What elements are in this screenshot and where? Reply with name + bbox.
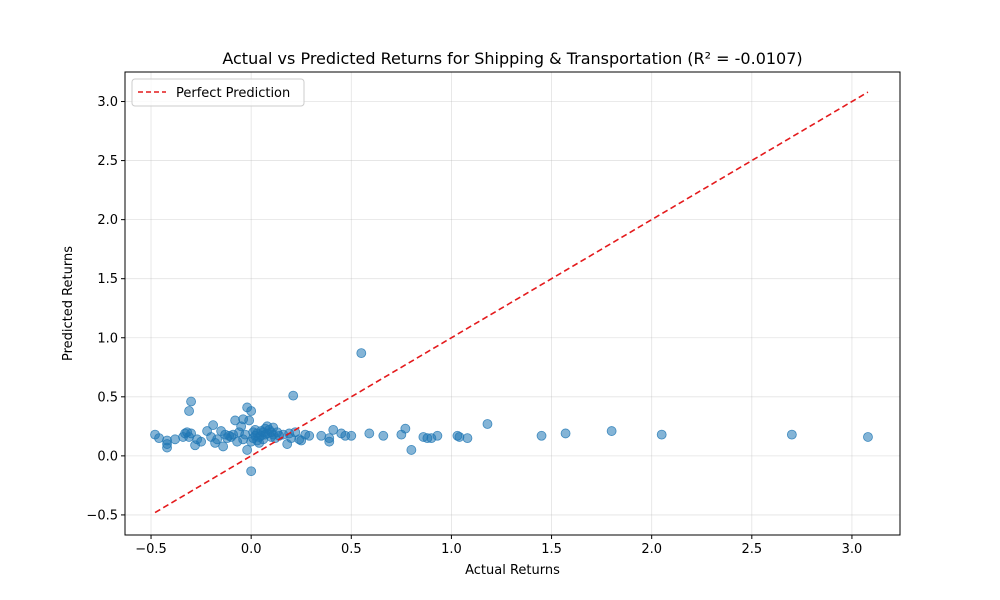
y-tick-label: −0.5: [86, 508, 118, 523]
data-point: [304, 430, 315, 441]
data-point: [406, 445, 417, 455]
perfect-prediction-line: [154, 91, 869, 514]
y-axis-title: Predicted Returns: [61, 246, 76, 361]
data-point: [186, 428, 196, 439]
data-point: [462, 433, 473, 444]
data-point: [246, 466, 257, 477]
data-points: [150, 348, 873, 477]
data-point: [364, 428, 375, 439]
grid: [125, 72, 900, 535]
data-point: [400, 423, 411, 434]
y-tick-label: 2.0: [97, 213, 118, 228]
x-tick-label: 0.5: [341, 542, 362, 557]
data-point: [482, 419, 493, 429]
y-tick-label: 2.5: [97, 154, 118, 169]
data-point: [560, 428, 571, 439]
data-point: [246, 406, 257, 416]
y-axis-ticks: −0.5 0.0 0.5 1.0 1.5 2.0 2.5 3.0: [86, 95, 125, 523]
legend-entry-perfect-prediction: Perfect Prediction: [176, 86, 290, 101]
data-point: [170, 434, 180, 445]
data-point: [656, 429, 667, 440]
plot-area-frame: [124, 71, 901, 536]
x-tick-label: 3.0: [842, 542, 863, 557]
data-point: [154, 433, 164, 444]
data-point: [432, 430, 443, 441]
data-point: [606, 426, 617, 436]
data-point: [184, 406, 194, 416]
data-point: [863, 432, 873, 442]
data-point: [242, 445, 253, 455]
x-tick-label: 2.5: [741, 542, 762, 557]
data-point: [378, 430, 389, 441]
data-point: [356, 348, 367, 359]
x-tick-label: 0.0: [241, 542, 262, 557]
legend-box: [131, 78, 305, 107]
x-tick-label: 1.5: [541, 542, 562, 557]
data-point: [196, 436, 206, 447]
x-tick-label: −0.5: [135, 542, 167, 557]
chart-title: Actual vs Predicted Returns for Shipping…: [222, 49, 802, 68]
data-point: [328, 424, 339, 435]
data-point: [212, 434, 223, 445]
data-point: [218, 441, 229, 452]
x-axis-title: Actual Returns: [465, 563, 560, 578]
y-tick-label: 1.0: [97, 331, 118, 346]
data-point: [316, 430, 327, 441]
x-axis-ticks: −0.5 0.0 0.5 1.0 1.5 2.0 2.5 3.0: [135, 535, 862, 557]
y-tick-label: 0.0: [97, 449, 118, 464]
y-tick-label: 3.0: [97, 95, 118, 110]
data-point: [346, 430, 357, 441]
data-point: [244, 415, 255, 426]
data-point: [288, 390, 299, 401]
x-tick-label: 1.0: [441, 542, 462, 557]
data-point: [208, 420, 219, 431]
reference-line: [154, 91, 869, 514]
data-point: [536, 430, 547, 441]
data-point: [454, 432, 465, 442]
x-tick-label: 2.0: [641, 542, 662, 557]
data-point: [186, 396, 196, 407]
data-point: [162, 435, 172, 446]
y-tick-label: 0.5: [97, 390, 118, 405]
legend: Perfect Prediction: [131, 78, 305, 107]
data-point: [324, 433, 335, 444]
y-tick-label: 1.5: [97, 272, 118, 287]
data-point: [786, 429, 797, 440]
